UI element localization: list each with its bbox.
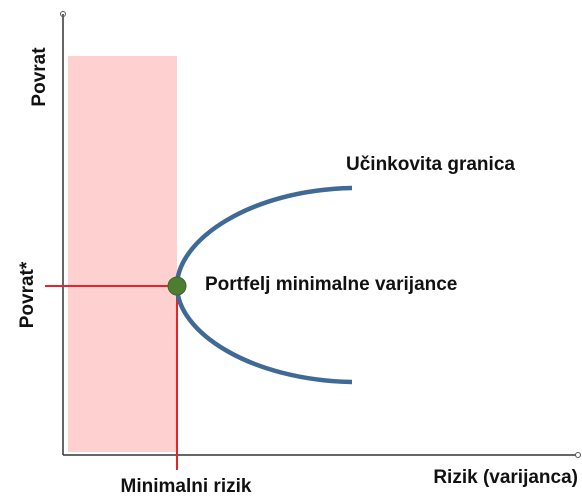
min-variance-point: [167, 276, 187, 296]
x-axis-end: [575, 452, 581, 458]
y-axis-end: [60, 11, 66, 17]
x-axis-label: Rizik (varijanca): [433, 467, 578, 488]
frontier-label: Učinkovita granica: [346, 154, 515, 175]
x-marker-label: Minimalni rizik: [121, 476, 252, 497]
y-marker-label: Povrat*: [17, 261, 38, 328]
risk-region: [68, 56, 177, 452]
y-axis-label: Povrat: [29, 47, 50, 107]
min-variance-label: Portfelj minimalne varijance: [205, 274, 457, 295]
